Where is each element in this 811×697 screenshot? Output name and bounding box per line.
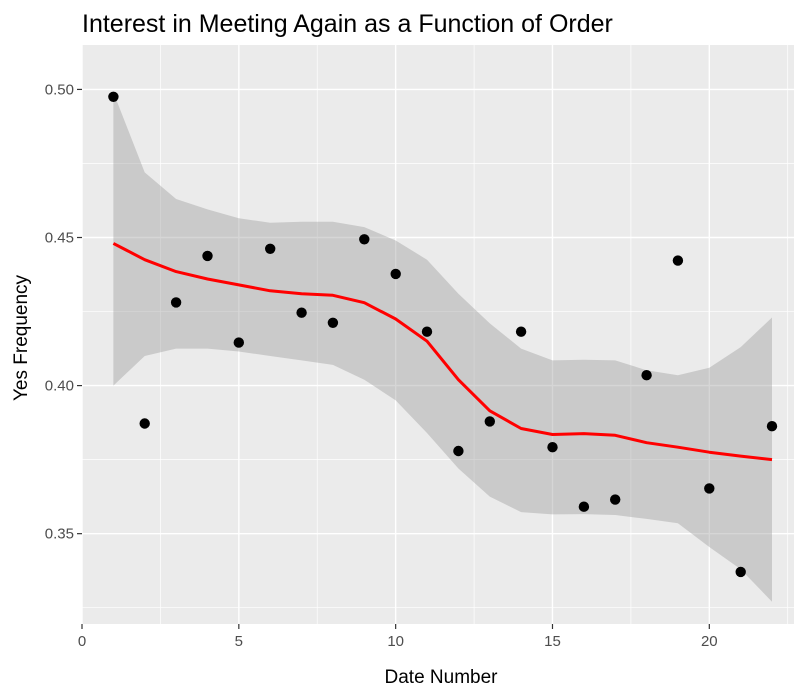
- data-point: [766, 421, 778, 432]
- data-point: [610, 494, 621, 505]
- x-axis-label: Date Number: [385, 667, 499, 688]
- data-point: [515, 326, 527, 337]
- data-point: [296, 307, 307, 318]
- x-axis-ticks: 0 5 10 15 20: [78, 624, 718, 650]
- x-tick-label: 0: [78, 633, 86, 650]
- y-axis-ticks: 0.35 0.40 0.45 0.50: [45, 81, 82, 543]
- y-tick-label: 0.35: [45, 526, 74, 543]
- chart-title: Interest in Meeting Again as a Function …: [82, 10, 613, 38]
- data-point: [390, 268, 401, 280]
- x-tick-label: 15: [544, 633, 561, 650]
- y-tick-label: 0.50: [45, 81, 74, 98]
- data-point: [672, 255, 684, 266]
- data-points: [108, 91, 778, 578]
- confidence-band: [113, 92, 772, 602]
- y-tick-label: 0.45: [45, 230, 74, 247]
- data-point: [327, 317, 339, 328]
- data-point: [641, 370, 652, 381]
- major-grid: [81, 45, 794, 624]
- minor-grid: [82, 45, 794, 624]
- plot-panel: [82, 45, 794, 624]
- data-point: [421, 326, 433, 337]
- data-point: [233, 337, 244, 348]
- data-point: [202, 250, 213, 262]
- smooth-trend-line: [112, 242, 773, 462]
- data-point: [170, 297, 182, 308]
- data-point: [359, 234, 370, 245]
- x-tick-label: 5: [235, 633, 243, 650]
- data-point: [735, 566, 746, 578]
- data-point: [484, 416, 495, 427]
- y-tick-label: 0.40: [45, 378, 74, 395]
- data-point: [547, 442, 558, 453]
- data-point: [265, 243, 276, 254]
- data-point: [453, 445, 464, 457]
- data-point: [108, 91, 119, 103]
- data-point: [139, 418, 150, 429]
- y-axis-label: Yes Frequency: [11, 274, 32, 401]
- x-tick-label: 10: [387, 633, 404, 650]
- x-tick-label: 20: [701, 633, 718, 650]
- data-point: [704, 483, 715, 494]
- data-point: [578, 501, 590, 512]
